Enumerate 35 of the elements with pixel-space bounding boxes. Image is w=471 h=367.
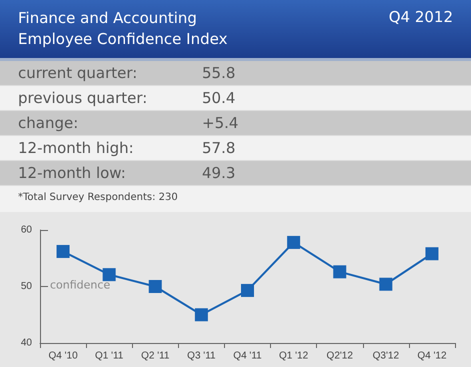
point [241, 284, 254, 297]
x-tick-label: Q2'12 [326, 350, 354, 362]
chart-title: Finance and Accounting Employee Confidence Index [18, 8, 228, 50]
text: current quarter: [18, 64, 138, 82]
x-tick-label: Q2 '11 [141, 350, 170, 362]
x-tick-label: Q4 '10 [48, 350, 78, 362]
text: 57.8 [202, 138, 236, 159]
y-tick-label: 50 [20, 281, 32, 292]
point [194, 308, 208, 322]
series-label: confidence [50, 278, 110, 292]
point [102, 268, 116, 282]
point [148, 280, 162, 293]
x-tick-label: Q3 '11 [187, 350, 216, 362]
text: 12-month low: [18, 164, 126, 182]
text: *Total Survey Respondents: 230 [0, 186, 471, 212]
y-tick-label: 60 [20, 224, 32, 236]
x-tick-label: Q4 '11 [233, 350, 262, 362]
text: change: [18, 114, 78, 132]
text: previous quarter: [18, 89, 148, 107]
text: 55.8 [202, 63, 236, 84]
point [425, 247, 438, 260]
x-tick-label: Q3'12 [372, 350, 400, 362]
text: 49.3 [202, 163, 236, 184]
point [333, 265, 346, 278]
text: 12-month high: [18, 139, 134, 157]
chart-subtitle: Q4 2012 [388, 8, 453, 26]
x-tick-label: Q1 '11 [94, 350, 124, 362]
x-tick-label: Q4 '12 [417, 350, 447, 362]
point [287, 236, 300, 249]
text: 50.4 [202, 88, 236, 109]
text: +5.4 [202, 113, 238, 134]
x-tick-label: Q1 '12 [279, 350, 309, 362]
point [56, 244, 70, 258]
y-tick-label: 40 [20, 338, 32, 348]
point [379, 278, 392, 291]
